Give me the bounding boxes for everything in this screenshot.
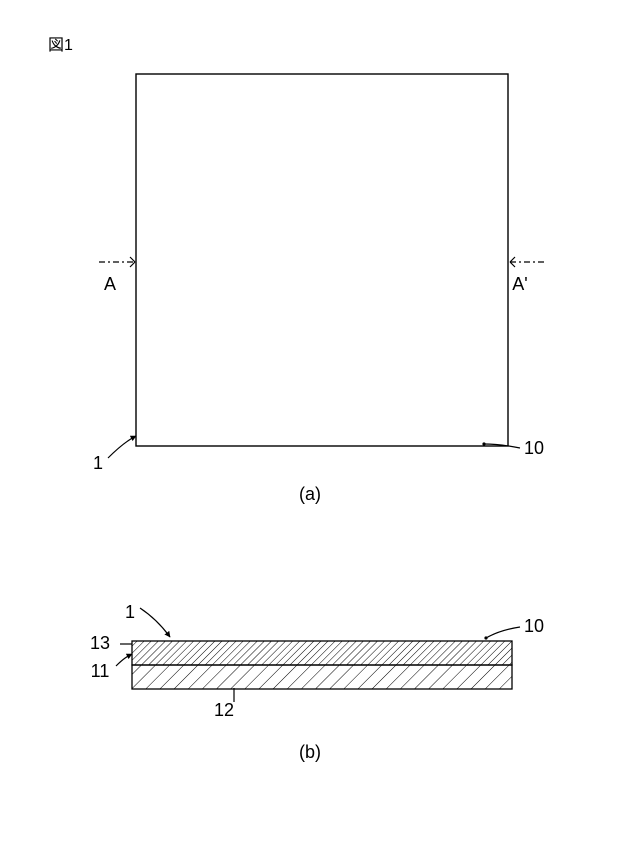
leader-1 [108,436,136,458]
topview-substrate [136,74,508,446]
section-label-a-prime: A' [512,274,527,294]
leader-11 [116,654,132,666]
ref-12: 12 [214,700,234,720]
subfigure-a-caption: (a) [299,484,321,504]
figure-number-label: 図1 [48,37,73,54]
ref-11: 11 [91,661,110,681]
leader-10-dot [482,442,485,445]
subfigure-b-caption: (b) [299,742,321,762]
layer-top [132,641,512,665]
ref-1: 1 [93,453,103,473]
side-ref-1: 1 [125,602,135,622]
side-leader-1 [140,608,170,637]
ref-10: 10 [524,438,544,458]
side-ref-10: 10 [524,616,544,636]
side-leader-10-dot [484,636,487,639]
ref-13: 13 [90,633,110,653]
layer-bottom [132,665,512,689]
side-leader-10 [486,627,520,638]
section-label-a: A [104,274,116,294]
